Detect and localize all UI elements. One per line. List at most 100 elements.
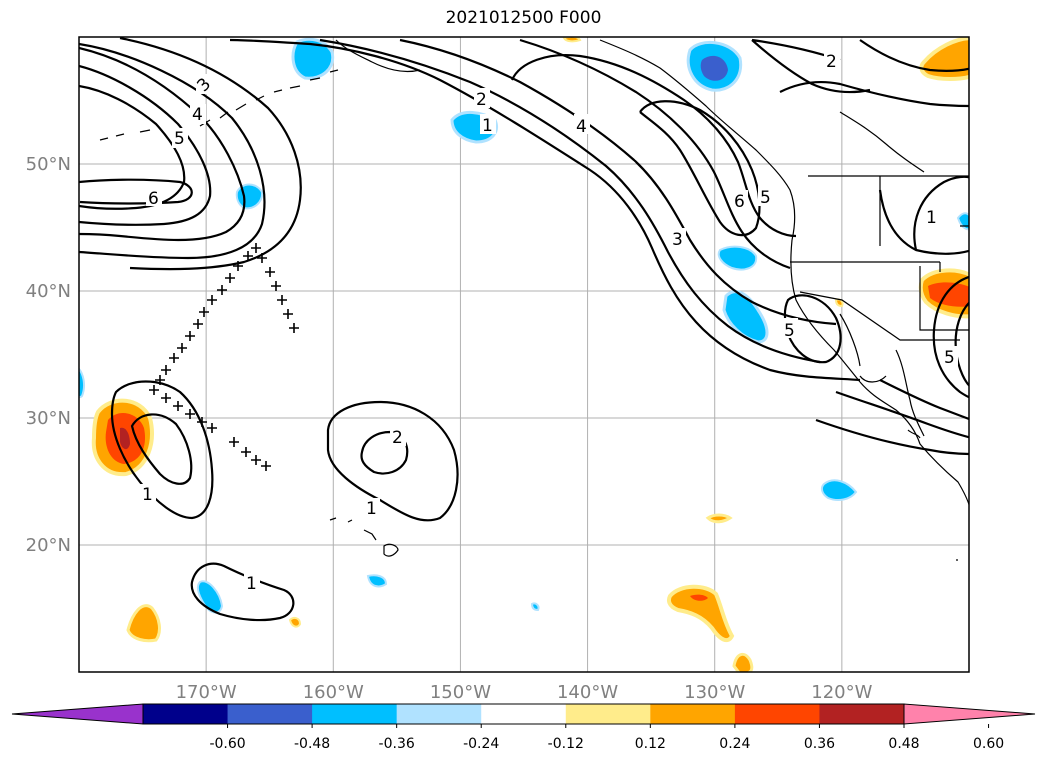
dark-red-core [120, 427, 130, 450]
lon-label: 140°W [557, 682, 618, 703]
track-marker [277, 295, 287, 305]
contour-label: 6 [148, 189, 159, 209]
blue-patch [366, 574, 388, 588]
colorbar-box [819, 704, 905, 724]
track-marker [251, 455, 261, 465]
longitude-labels: 170°W 160°W 150°W 140°W 130°W 120°W [176, 682, 873, 703]
orange-patch [288, 616, 302, 628]
track-marker [229, 437, 239, 447]
contour-label: 1 [366, 499, 377, 519]
colorbar-box [650, 704, 736, 724]
track-marker [271, 281, 281, 291]
contour-label: 5 [174, 129, 185, 149]
orange-patch [562, 37, 582, 43]
orange-patch [667, 584, 735, 643]
colorbar-tick-label: 0.24 [719, 736, 750, 752]
contour-label: 4 [576, 117, 587, 137]
lon-label: 120°W [811, 682, 872, 703]
lon-label: 130°W [684, 682, 745, 703]
colorbar-tick-label: -0.60 [209, 736, 245, 752]
lat-label: 30°N [26, 408, 71, 429]
contour-label: 2 [392, 428, 403, 448]
map-frame [78, 36, 970, 673]
contour-labels: 3 4 5 6 2 1 4 3 6 5 5 2 1 5 2 1 1 1 [140, 50, 958, 594]
track-marker [197, 417, 207, 427]
colorbar-box [312, 704, 398, 724]
track-marker [283, 309, 293, 319]
colorbar-tick-label: 0.12 [635, 736, 666, 752]
colorbar-box [227, 704, 313, 724]
lon-label: 170°W [176, 682, 237, 703]
colorbar-extend-low [11, 703, 144, 725]
map-title: 2021012500 F000 [445, 8, 602, 28]
blue-patch [235, 183, 264, 210]
colorbar-box [481, 704, 567, 724]
map-background [79, 37, 969, 672]
track-markers [149, 243, 299, 471]
track-marker [261, 461, 271, 471]
colorbar-box [734, 704, 820, 724]
blue-patch [79, 367, 85, 398]
colorbar-frame [142, 703, 905, 725]
track-marker [241, 447, 251, 457]
lon-label: 160°W [303, 682, 364, 703]
track-marker [251, 243, 261, 253]
colorbar-tick-label: 0.36 [804, 736, 835, 752]
colorbar-box [143, 704, 229, 724]
blue-patch [722, 290, 769, 344]
blue-patch [291, 37, 335, 80]
track-marker [193, 319, 203, 329]
red-core [928, 282, 969, 307]
track-marker [207, 423, 217, 433]
blue-patch [530, 602, 540, 612]
red-core [690, 594, 708, 601]
latitude-labels: 50°N 40°N 30°N 20°N [26, 154, 71, 556]
orange-patch [732, 652, 754, 672]
colorbar-tick-label: 0.60 [973, 736, 1004, 752]
contour-label: 1 [482, 116, 493, 136]
colorbar-tick-label: -0.36 [379, 736, 415, 752]
colorbar-tick-label: -0.12 [548, 736, 584, 752]
graticule [79, 37, 969, 672]
track-marker [185, 331, 195, 341]
colorbar-box [396, 704, 482, 724]
contour-label: 5 [784, 321, 795, 341]
track-marker [257, 253, 267, 263]
track-marker [243, 251, 253, 261]
contour-lines [79, 37, 969, 622]
colorbar-extend-high [903, 703, 1036, 725]
lat-label: 40°N [26, 281, 71, 302]
track-marker [265, 267, 275, 277]
track-marker [173, 401, 183, 411]
track-marker [225, 273, 235, 283]
colorbar-tick-label: -0.24 [463, 736, 499, 752]
contour-label: 6 [734, 192, 745, 212]
contour-label: 4 [192, 105, 203, 125]
track-marker [289, 323, 299, 333]
track-marker [207, 295, 217, 305]
contour-label: 3 [672, 230, 683, 250]
contour-label: 5 [760, 188, 771, 208]
track-marker [233, 261, 243, 271]
shaded-fields [79, 37, 969, 672]
contour-label: 2 [826, 52, 837, 72]
blue-patch [717, 245, 758, 271]
dark-blue-core [700, 55, 728, 81]
lon-label: 150°W [430, 682, 491, 703]
lat-label: 20°N [26, 535, 71, 556]
coastlines [99, 39, 969, 561]
track-marker [149, 385, 159, 395]
orange-patch [705, 513, 733, 524]
orange-patch [126, 604, 161, 643]
track-marker [155, 375, 165, 385]
contour-label: 1 [246, 574, 257, 594]
blue-patch [820, 479, 858, 501]
track-marker [161, 365, 171, 375]
track-marker [185, 409, 195, 419]
contour-label: 1 [926, 208, 937, 228]
colorbar-tick-label: 0.48 [888, 736, 919, 752]
colorbar-tick-label: -0.48 [294, 736, 330, 752]
track-marker [177, 343, 187, 353]
lat-label: 50°N [26, 154, 71, 175]
